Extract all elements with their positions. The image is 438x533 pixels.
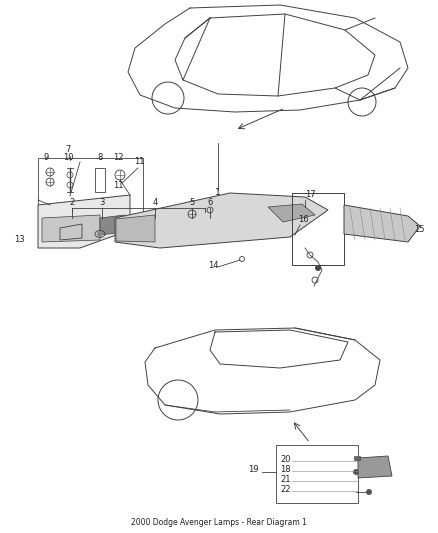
Polygon shape <box>100 215 125 235</box>
Text: 1: 1 <box>215 188 221 197</box>
Circle shape <box>97 231 103 237</box>
Text: 22: 22 <box>280 485 290 494</box>
Text: 14: 14 <box>208 261 219 270</box>
Text: 7: 7 <box>65 145 71 154</box>
Text: 2: 2 <box>69 198 74 207</box>
Bar <box>354 456 360 460</box>
Text: 21: 21 <box>280 475 290 484</box>
Polygon shape <box>38 195 130 248</box>
Text: 20: 20 <box>280 455 290 464</box>
Polygon shape <box>115 193 328 248</box>
Polygon shape <box>116 215 155 242</box>
Circle shape <box>315 265 321 271</box>
Text: 17: 17 <box>305 190 315 199</box>
Polygon shape <box>42 215 100 242</box>
Text: 16: 16 <box>298 215 309 224</box>
Bar <box>276 445 358 503</box>
Text: 2000 Dodge Avenger Lamps - Rear Diagram 1: 2000 Dodge Avenger Lamps - Rear Diagram … <box>131 518 307 527</box>
Text: 5: 5 <box>189 198 194 207</box>
Polygon shape <box>268 204 315 222</box>
Text: 6: 6 <box>207 198 213 207</box>
Circle shape <box>353 469 359 475</box>
Text: 12: 12 <box>113 153 123 162</box>
Text: 11: 11 <box>113 181 124 190</box>
Circle shape <box>366 489 372 495</box>
Bar <box>95 168 105 192</box>
Text: 19: 19 <box>248 465 258 474</box>
Text: 4: 4 <box>152 198 158 207</box>
Polygon shape <box>358 456 392 478</box>
Text: 9: 9 <box>43 153 49 162</box>
Text: 10: 10 <box>63 153 73 162</box>
Text: 18: 18 <box>280 465 291 474</box>
Polygon shape <box>344 205 420 242</box>
Text: 3: 3 <box>99 198 105 207</box>
Text: 11: 11 <box>134 157 145 166</box>
Bar <box>38 158 143 230</box>
Bar <box>292 193 344 265</box>
Text: 13: 13 <box>14 235 25 244</box>
Text: 15: 15 <box>414 225 424 234</box>
Text: 8: 8 <box>97 153 102 162</box>
